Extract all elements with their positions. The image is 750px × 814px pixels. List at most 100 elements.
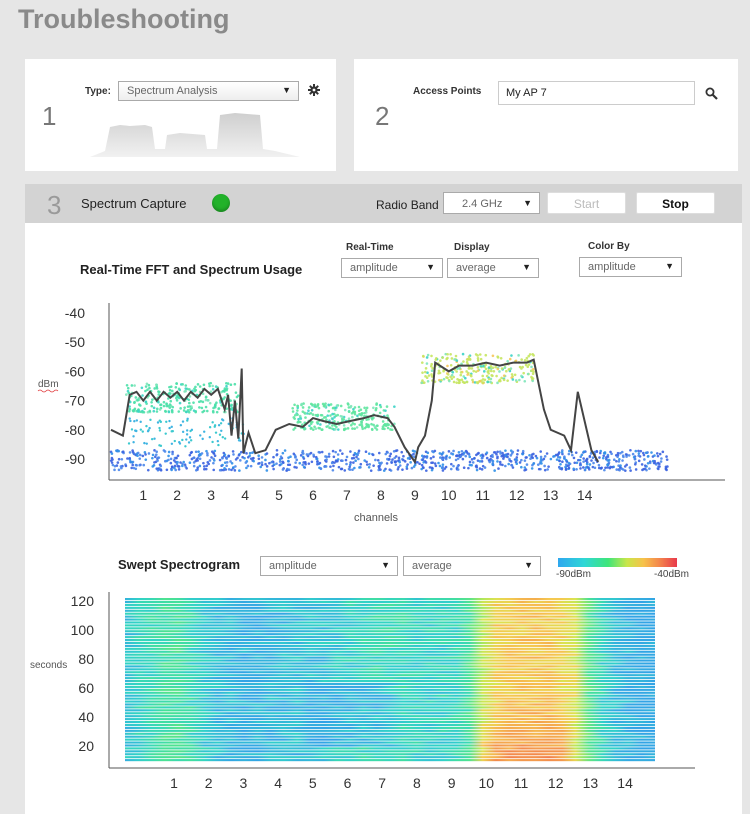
scatter-point — [567, 452, 571, 456]
scatter-point — [236, 456, 239, 460]
scatter-point — [564, 463, 568, 466]
scatter-point — [278, 460, 282, 463]
y-tick-label: -90 — [65, 451, 85, 467]
scatter-point — [439, 359, 442, 362]
scatter-point — [142, 463, 146, 467]
scatter-point — [351, 427, 354, 430]
scatter-series — [291, 402, 396, 432]
scatter-point — [526, 365, 530, 369]
scatter-point — [168, 388, 172, 392]
x-tick-label: 6 — [309, 487, 317, 503]
scatter-point — [313, 425, 316, 429]
scatter-point — [355, 452, 358, 456]
scatter-point — [523, 459, 527, 462]
scatter-point — [302, 465, 306, 469]
realtime-label: Real-Time — [346, 242, 394, 253]
scatter-point — [546, 468, 549, 471]
scatter-point — [508, 357, 512, 361]
scatter-point — [531, 456, 534, 460]
type-select[interactable]: Spectrum Analysis ▼ — [118, 81, 299, 101]
gear-icon[interactable] — [308, 84, 320, 96]
start-button[interactable]: Start — [547, 192, 626, 214]
color-by-select[interactable]: amplitude ▼ — [579, 257, 682, 277]
scatter-point — [182, 409, 186, 412]
scatter-point — [128, 409, 131, 413]
search-icon[interactable] — [705, 87, 718, 100]
scatter-point — [430, 373, 433, 376]
scatter-point — [570, 453, 574, 457]
scatter-point — [206, 453, 209, 457]
scatter-point — [532, 452, 535, 456]
scatter-point — [347, 410, 351, 414]
scatter-point — [646, 455, 650, 458]
scatter-point — [507, 462, 510, 466]
scatter-point — [516, 449, 520, 452]
scatter-point — [133, 420, 136, 423]
scatter-point — [185, 429, 189, 432]
spectrogram-row — [125, 726, 655, 729]
chevron-down-icon: ▼ — [426, 262, 435, 272]
scatter-point — [531, 367, 535, 371]
scatter-point — [127, 391, 131, 395]
spectrogram-select-1[interactable]: amplitude ▼ — [260, 556, 398, 576]
scatter-point — [167, 454, 170, 458]
step3-title: Spectrum Capture — [81, 196, 187, 211]
scatter-point — [244, 461, 248, 464]
scatter-point — [334, 450, 337, 454]
scatter-point — [448, 456, 451, 459]
scatter-point — [582, 460, 585, 463]
scatter-point — [365, 418, 368, 421]
scatter-point — [490, 374, 493, 377]
scatter-point — [470, 367, 474, 370]
scatter-point — [452, 380, 456, 384]
scatter-point — [287, 456, 290, 459]
scatter-point — [478, 379, 482, 383]
scatter-point — [171, 405, 175, 409]
scatter-point — [434, 464, 438, 468]
scatter-point — [332, 406, 335, 410]
spectrogram-row — [125, 694, 655, 697]
scatter-point — [334, 459, 338, 462]
scatter-point — [405, 467, 409, 470]
scatter-point — [431, 367, 434, 370]
scatter-point — [329, 465, 332, 468]
scatter-point — [445, 357, 448, 361]
radio-band-select[interactable]: 2.4 GHz ▼ — [443, 192, 540, 214]
scatter-point — [194, 459, 198, 463]
scatter-point — [133, 400, 136, 404]
scatter-point — [154, 455, 157, 459]
spectrogram-row — [125, 600, 655, 604]
radio-band-value: 2.4 GHz — [462, 198, 503, 210]
spectrogram-select-2[interactable]: average ▼ — [403, 556, 541, 576]
scatter-point — [388, 457, 391, 461]
scatter-point — [595, 450, 599, 454]
access-points-input[interactable]: My AP 7 — [498, 81, 695, 105]
scatter-point — [629, 448, 632, 452]
scatter-point — [130, 466, 133, 470]
scatter-point — [147, 383, 151, 387]
scatter-point — [584, 459, 588, 463]
scatter-point — [421, 371, 424, 374]
scatter-point — [337, 465, 341, 469]
scatter-point — [223, 467, 226, 470]
scatter-point — [360, 420, 363, 424]
scatter-point — [602, 454, 606, 458]
display-select[interactable]: average ▼ — [447, 258, 539, 278]
scatter-point — [272, 467, 275, 471]
scatter-point — [158, 429, 162, 432]
scatter-point — [198, 406, 201, 409]
stop-button[interactable]: Stop — [636, 192, 715, 214]
scatter-point — [188, 453, 192, 457]
scatter-point — [223, 396, 226, 399]
scatter-point — [345, 455, 349, 459]
scatter-point — [138, 453, 142, 457]
scatter-point — [537, 467, 541, 471]
scatter-point — [395, 449, 399, 452]
scatter-point — [239, 450, 243, 454]
scatter-point — [503, 366, 507, 370]
scatter-point — [665, 455, 668, 458]
scatter-point — [132, 435, 135, 438]
scatter-point — [515, 456, 519, 459]
realtime-select[interactable]: amplitude ▼ — [341, 258, 443, 278]
scatter-point — [185, 433, 189, 436]
